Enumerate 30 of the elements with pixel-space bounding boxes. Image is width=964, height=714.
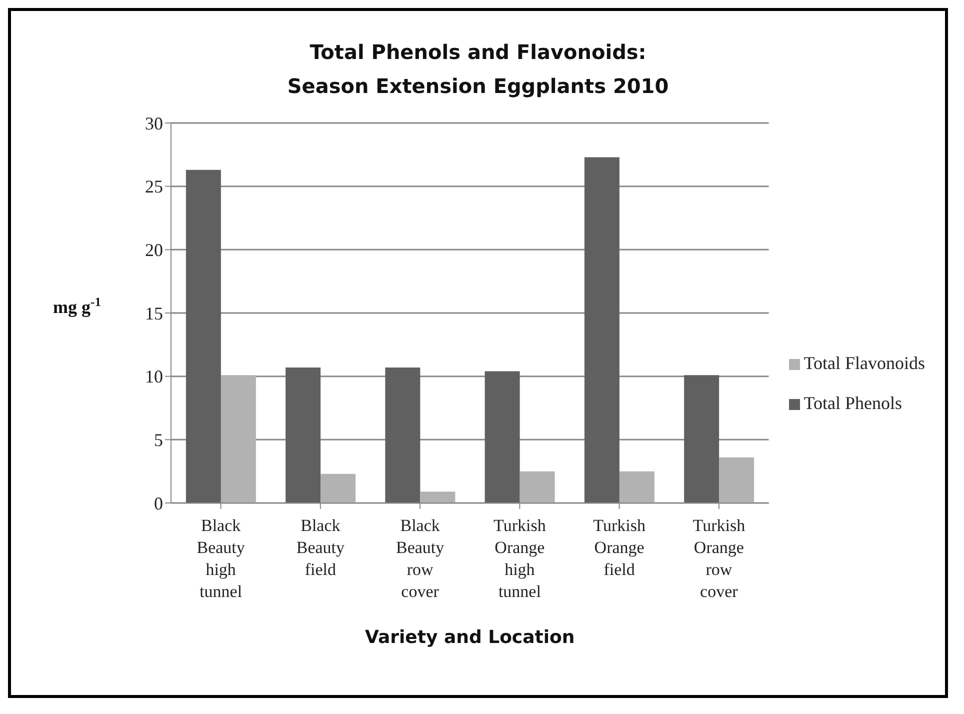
- x-tick-label: Turkish Orange field: [593, 516, 646, 579]
- x-tick-label: Turkish Orange row cover: [692, 516, 746, 601]
- y-tick-label: 0: [154, 493, 163, 514]
- bar: [220, 375, 256, 503]
- y-tick-label: 5: [154, 430, 163, 450]
- y-tick-label: 10: [145, 366, 163, 387]
- x-tick-label: Black Beauty field: [296, 516, 346, 579]
- legend-label: Total Flavonoids: [804, 353, 925, 373]
- y-tick-label: 20: [145, 240, 163, 260]
- bar: [684, 375, 720, 503]
- x-axis-title: Variety and Location: [365, 627, 575, 648]
- y-tick-label: 30: [145, 113, 163, 134]
- x-tick-label: Black Beauty row cover: [396, 516, 445, 601]
- bar: [719, 457, 754, 503]
- bar: [584, 157, 620, 503]
- x-tick-label: Black Beauty high tunnel: [196, 516, 246, 601]
- x-tick-label: Turkish Orange high tunnel: [494, 516, 546, 601]
- bar: [286, 367, 321, 503]
- y-tick-label: 25: [145, 176, 163, 197]
- bar: [484, 371, 520, 503]
- bar: [320, 474, 356, 503]
- legend-label: Total Phenols: [804, 393, 902, 413]
- bar: [420, 492, 456, 503]
- chart-title: Total Phenols and Flavonoids: Season Extension Eggplants 2010: [286, 39, 670, 100]
- bar: [619, 471, 654, 503]
- y-tick-label: 15: [145, 303, 163, 324]
- bar: [186, 170, 221, 503]
- bar: [520, 471, 555, 503]
- bar: [385, 367, 420, 503]
- y-axis-title: mg g$^{-1}$: [53, 295, 101, 317]
